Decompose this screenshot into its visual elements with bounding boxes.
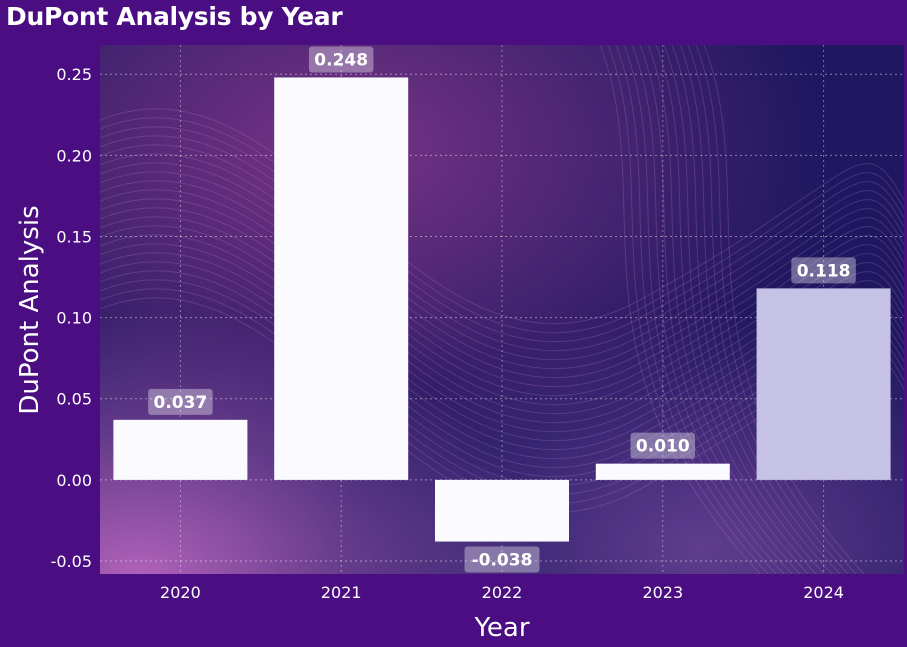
data-labels: 0.037 0.248 -0.038 0.010 0.118 bbox=[148, 46, 856, 573]
bar-2022[interactable] bbox=[435, 479, 569, 542]
x-axis-title: Year bbox=[473, 613, 529, 643]
data-label-box bbox=[308, 46, 374, 73]
data-label-box bbox=[464, 546, 540, 573]
data-label: 0.010 bbox=[636, 437, 690, 457]
y-tick-label: 0.00 bbox=[56, 471, 92, 490]
y-tick-label: 0.10 bbox=[56, 309, 92, 328]
y-tick-label: 0.05 bbox=[56, 390, 92, 409]
y-tick-label: 0.20 bbox=[56, 146, 92, 165]
x-tick-label: 2023 bbox=[642, 583, 683, 602]
bar-2024[interactable] bbox=[756, 288, 891, 480]
y-tick-label: 0.25 bbox=[56, 65, 92, 84]
data-label: -0.038 bbox=[472, 551, 533, 571]
x-tick-label: 2022 bbox=[482, 583, 523, 602]
bars bbox=[113, 77, 891, 542]
x-tick-label: 2021 bbox=[321, 583, 362, 602]
y-tick-label: 0.15 bbox=[56, 227, 92, 246]
chart-title: DuPont Analysis by Year bbox=[6, 2, 343, 31]
data-label-box bbox=[791, 257, 856, 284]
data-label: 0.118 bbox=[797, 261, 851, 281]
data-label: 0.037 bbox=[154, 393, 208, 413]
x-tick-label: 2020 bbox=[160, 583, 201, 602]
bar-2023[interactable] bbox=[595, 463, 730, 480]
y-axis-title: DuPont Analysis bbox=[15, 205, 45, 414]
bar-2020[interactable] bbox=[113, 419, 248, 480]
data-label-box bbox=[148, 388, 213, 415]
y-tick-label: -0.05 bbox=[51, 552, 92, 571]
y-axis-ticks: -0.05 0.00 0.05 0.10 0.15 0.20 0.25 bbox=[51, 65, 92, 571]
bar-2021[interactable] bbox=[274, 77, 409, 480]
x-axis-ticks: 2020 2021 2022 2023 2024 bbox=[160, 583, 844, 602]
data-label-box bbox=[630, 432, 696, 459]
data-label: 0.248 bbox=[314, 50, 368, 70]
x-tick-label: 2024 bbox=[803, 583, 844, 602]
